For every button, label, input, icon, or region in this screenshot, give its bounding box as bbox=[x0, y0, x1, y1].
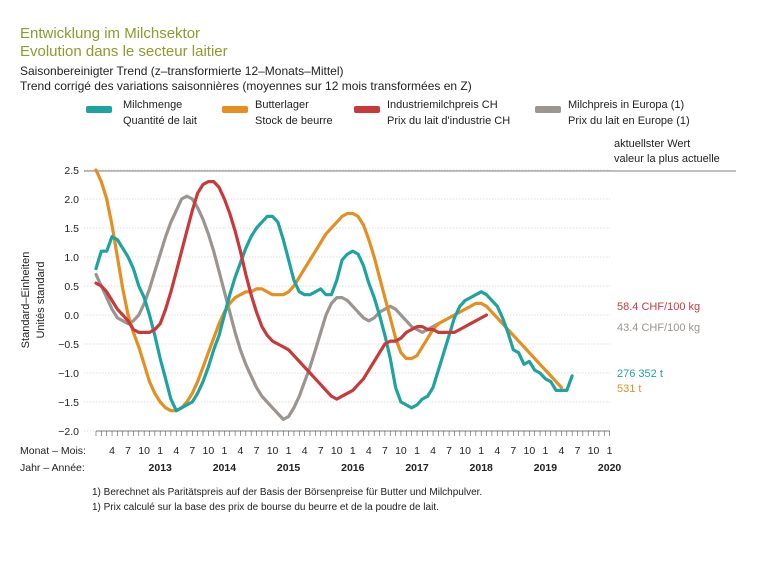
x-month-label: 4 bbox=[559, 445, 565, 457]
y-tick-label: 1.5 bbox=[64, 223, 79, 235]
x-month-label: 4 bbox=[366, 445, 372, 457]
y-tick-label: 2.0 bbox=[64, 194, 79, 206]
x-month-label: 7 bbox=[510, 445, 516, 457]
y-tick-labels: 2.5 2.0 1.5 1.0 0.5 0.0 −0.5 −1.0 −1.5 −2.0 bbox=[58, 165, 79, 438]
x-month-label: 10 bbox=[459, 445, 471, 457]
x-year-label: 2013 bbox=[149, 462, 173, 474]
legend-label-milk-fr: Quantité de lait bbox=[123, 115, 197, 127]
legend-label-europe-de: Milchpreis in Europa (1) bbox=[568, 99, 684, 111]
x-year-label: 2018 bbox=[470, 462, 494, 474]
x-year-label: 2016 bbox=[341, 462, 365, 474]
x-month-label: 10 bbox=[203, 445, 215, 457]
x-month-label: 1 bbox=[607, 445, 613, 457]
x-month-label: 4 bbox=[109, 445, 115, 457]
x-month-label: 7 bbox=[189, 445, 195, 457]
x-month-label: 4 bbox=[238, 445, 244, 457]
x-month-label: 1 bbox=[286, 445, 292, 457]
latest-header-line1: aktuellster Wert bbox=[614, 138, 690, 150]
y-tick-label: 0.0 bbox=[64, 310, 79, 322]
x-month-label: 1 bbox=[350, 445, 356, 457]
x-month-label: 7 bbox=[254, 445, 260, 457]
series-line-industry bbox=[94, 180, 489, 401]
y-tick-label: −1.5 bbox=[58, 397, 79, 409]
x-month-label: 4 bbox=[302, 445, 308, 457]
x-month-label: 7 bbox=[318, 445, 324, 457]
x-year-label: 2020 bbox=[598, 462, 622, 474]
x-month-label: 7 bbox=[125, 445, 131, 457]
legend-label-milk-de: Milchmenge bbox=[123, 99, 182, 111]
footnote-de: 1) Berechnet als Paritätspreis auf der B… bbox=[92, 487, 482, 498]
footnote-fr: 1) Prix calculé sur la base des prix de … bbox=[92, 502, 439, 513]
series-lines bbox=[94, 168, 574, 421]
x-month-label: 7 bbox=[446, 445, 452, 457]
x-month-label: 7 bbox=[575, 445, 581, 457]
x-axis: 4 7 10 1 4 7 10 1 4 7 10 1 4 7 10 1 4 7 10 1 4 7 10 1 4 7 10 1 4 7 10 1… bbox=[95, 430, 622, 474]
title-fr: Evolution dans le secteur laitier bbox=[20, 43, 228, 60]
y-axis-label-fr: Unités standard bbox=[35, 261, 47, 338]
x-month-label: 1 bbox=[542, 445, 548, 457]
x-month-label: 4 bbox=[430, 445, 436, 457]
x-year-label: 2014 bbox=[213, 462, 237, 474]
legend-label-butter-fr: Stock de beurre bbox=[255, 115, 333, 127]
legend-label-europe-fr: Prix du lait en Europe (1) bbox=[568, 115, 690, 127]
x-month-label: 10 bbox=[588, 445, 600, 457]
x-year-label: 2019 bbox=[534, 462, 558, 474]
subtitle-fr: Trend corrigé des variations saisonnière… bbox=[20, 79, 472, 93]
x-month-label: 4 bbox=[173, 445, 179, 457]
x-month-label: 1 bbox=[414, 445, 420, 457]
x-month-label: 1 bbox=[478, 445, 484, 457]
series-line-butter bbox=[94, 168, 564, 413]
y-tick-label: 2.5 bbox=[64, 165, 79, 177]
legend-label-industry-fr: Prix du lait d'industrie CH bbox=[387, 115, 510, 127]
latest-value-milk: 276 352 t bbox=[617, 368, 663, 380]
x-month-label: 1 bbox=[221, 445, 227, 457]
y-axis-label-de: Standard–Einheiten bbox=[20, 252, 32, 349]
y-tick-label: −1.0 bbox=[58, 368, 79, 380]
x-month-label: 10 bbox=[267, 445, 279, 457]
legend-swatch-industry bbox=[354, 106, 380, 113]
x-month-label: 10 bbox=[524, 445, 536, 457]
series-line-europe bbox=[94, 194, 440, 421]
latest-values: 276 352 t 531 t 58.4 CHF/100 kg 43.4 CHF/10… bbox=[617, 301, 700, 395]
latest-value-butter: 531 t bbox=[617, 383, 641, 395]
x-month-label: 1 bbox=[157, 445, 163, 457]
legend-swatch-milk bbox=[86, 106, 112, 113]
x-month-label: 7 bbox=[382, 445, 388, 457]
legend-label-butter-de: Butterlager bbox=[255, 99, 309, 111]
x-month-label: 10 bbox=[331, 445, 343, 457]
x-year-label: 2017 bbox=[405, 462, 429, 474]
latest-value-industry: 58.4 CHF/100 kg bbox=[617, 301, 700, 313]
x-month-label: 10 bbox=[395, 445, 407, 457]
series-line-milk bbox=[94, 214, 574, 413]
x-year-label: 2015 bbox=[277, 462, 301, 474]
legend-swatch-europe bbox=[535, 106, 561, 113]
latest-value-europe: 43.4 CHF/100 kg bbox=[617, 322, 700, 334]
y-tick-label: 0.5 bbox=[64, 281, 79, 293]
y-tick-label: −2.0 bbox=[58, 426, 79, 438]
x-month-label: 4 bbox=[494, 445, 500, 457]
title-de: Entwicklung im Milchsektor bbox=[20, 25, 200, 42]
latest-header-line2: valeur la plus actuelle bbox=[614, 153, 720, 165]
y-tick-label: −0.5 bbox=[58, 339, 79, 351]
legend-label-industry-de: Industriemilchpreis CH bbox=[387, 99, 498, 111]
legend-swatch-butter bbox=[222, 106, 248, 113]
y-tick-label: 1.0 bbox=[64, 252, 79, 264]
subtitle-de: Saisonbereinigter Trend (z–transformiert… bbox=[20, 64, 343, 78]
year-row-label: Jahr – Année: bbox=[20, 462, 85, 474]
month-row-label: Monat – Mois: bbox=[20, 445, 86, 457]
legend: Milchmenge Quantité de lait Butterlager … bbox=[86, 99, 690, 127]
x-month-label: 10 bbox=[138, 445, 150, 457]
